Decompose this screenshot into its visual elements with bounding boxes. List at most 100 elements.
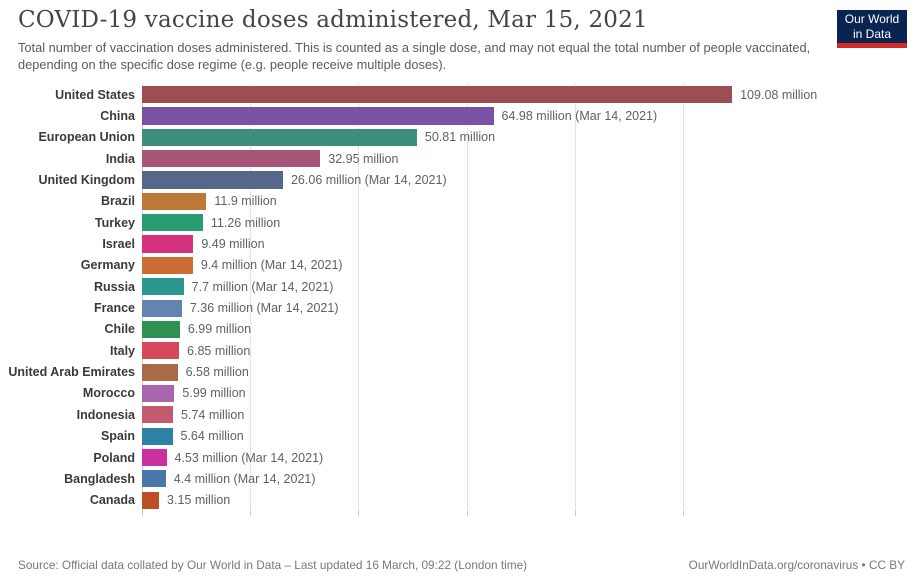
value-label: 109.08 million (740, 87, 818, 102)
axis-tick-mark (683, 511, 684, 516)
gridline (250, 84, 252, 511)
bar (142, 384, 175, 403)
country-label: Turkey (94, 215, 135, 230)
axis-tick-mark (250, 511, 252, 516)
bar (142, 299, 182, 317)
bar (142, 320, 180, 339)
bar (142, 235, 194, 253)
bar-row: Bangladesh 4.4 million (Mar 14, 2021) (0, 468, 921, 489)
country-label: Indonesia (76, 407, 135, 422)
bar-row: Russia 7.7 million (Mar 14, 2021) (0, 276, 921, 297)
bar (142, 448, 167, 467)
country-label: United Arab Emirates (8, 365, 135, 380)
chart-subtitle: Total number of vaccination doses admini… (18, 39, 811, 73)
axis-tick-mark (574, 511, 576, 516)
bar-row: Chile 6.99 million (0, 319, 921, 340)
value-label: 7.7 million (Mar 14, 2021) (191, 279, 334, 294)
country-label: Morocco (82, 386, 135, 401)
chart-footer: Source: Official data collated by Our Wo… (18, 558, 905, 572)
country-label: Israel (102, 237, 135, 252)
country-label: Brazil (100, 194, 135, 209)
bar (142, 406, 174, 424)
country-label: Italy (109, 343, 135, 358)
bar-row: United Arab Emirates 6.58 million (0, 361, 921, 382)
bar-row: Indonesia 5.74 million (0, 404, 921, 425)
value-label: 5.64 million (180, 429, 244, 444)
value-label: 6.85 million (187, 343, 251, 358)
value-label: 5.99 million (182, 386, 246, 401)
bar (142, 342, 180, 360)
gridline (142, 84, 143, 511)
chart-header: COVID-19 vaccine doses administered, Mar… (18, 6, 903, 74)
country-label: China (100, 109, 135, 124)
bar (142, 128, 417, 146)
country-label: India (105, 151, 135, 166)
gridline (466, 84, 468, 511)
bar (142, 427, 173, 445)
value-label: 9.49 million (201, 237, 265, 252)
bar (142, 256, 193, 275)
value-label: 5.74 million (181, 407, 245, 422)
bar-chart: United States 109.08 million China 64.98 mi… (0, 84, 921, 516)
bar-row: Israel 9.49 million (0, 233, 921, 254)
value-label: 11.9 million (214, 194, 277, 209)
value-label: 64.98 million (Mar 14, 2021) (501, 109, 658, 124)
bar (142, 470, 166, 488)
chart-title: COVID-19 vaccine doses administered, Mar… (18, 7, 648, 33)
bar-row: United Kingdom 26.06 million (Mar 14, 202… (0, 169, 921, 190)
owid-logo-line1: Our World (844, 11, 900, 26)
value-label: 9.4 million (Mar 14, 2021) (200, 258, 343, 273)
value-label: 50.81 million (424, 130, 496, 145)
country-label: Bangladesh (64, 471, 135, 486)
gridline (574, 84, 576, 511)
country-label: Spain (100, 429, 135, 444)
gridline (683, 84, 684, 511)
country-label: Poland (93, 450, 135, 465)
value-label: 26.06 million (Mar 14, 2021) (290, 173, 447, 188)
bar-row: Spain 5.64 million (0, 426, 921, 447)
license-note: OurWorldInData.org/coronavirus • CC BY (688, 558, 905, 572)
bar (142, 192, 207, 210)
bar-row: Germany 9.4 million (Mar 14, 2021) (0, 255, 921, 276)
bar (142, 363, 178, 381)
axis-tick-mark (358, 511, 360, 516)
bar-row: Brazil 11.9 million (0, 191, 921, 212)
bar-row: Italy 6.85 million (0, 340, 921, 361)
country-label: Canada (89, 493, 135, 508)
value-label: 11.26 million (210, 215, 281, 230)
bar (142, 107, 494, 125)
axis-tick-mark (466, 511, 468, 516)
bar-row: China 64.98 million (Mar 14, 2021) (0, 105, 921, 126)
bar-row: Turkey 11.26 million (0, 212, 921, 233)
bar-row: European Union 50.81 million (0, 127, 921, 148)
bar (142, 86, 733, 104)
country-label: United States (55, 87, 135, 102)
chart-gridlines (0, 84, 921, 516)
bar (142, 491, 160, 509)
bar-row: India 32.95 million (0, 148, 921, 169)
value-label: 6.99 million (187, 322, 252, 337)
bar (142, 171, 283, 189)
value-label: 4.53 million (Mar 14, 2021) (174, 450, 324, 465)
bar (142, 278, 184, 296)
country-label: United Kingdom (38, 173, 135, 188)
country-label: Chile (104, 322, 135, 337)
bar-row: United States 109.08 million (0, 84, 921, 105)
owid-logo: Our World in Data (837, 10, 907, 48)
value-label: 3.15 million (167, 493, 231, 508)
source-note: Source: Official data collated by Our Wo… (18, 558, 528, 572)
country-label: France (94, 301, 135, 316)
axis-tick-mark (142, 511, 143, 516)
gridline (358, 84, 360, 511)
value-label: 7.36 million (Mar 14, 2021) (189, 301, 339, 316)
bar-row: Morocco 5.99 million (0, 383, 921, 404)
chart-rows: United States 109.08 million China 64.98 mi… (0, 84, 921, 511)
value-label: 4.4 million (Mar 14, 2021) (173, 471, 316, 486)
bar (142, 150, 321, 168)
country-label: European Union (38, 130, 135, 145)
bar-row: France 7.36 million (Mar 14, 2021) (0, 297, 921, 318)
bar-row: Canada 3.15 million (0, 490, 921, 511)
country-label: Germany (80, 258, 135, 273)
value-label: 32.95 million (328, 151, 399, 166)
